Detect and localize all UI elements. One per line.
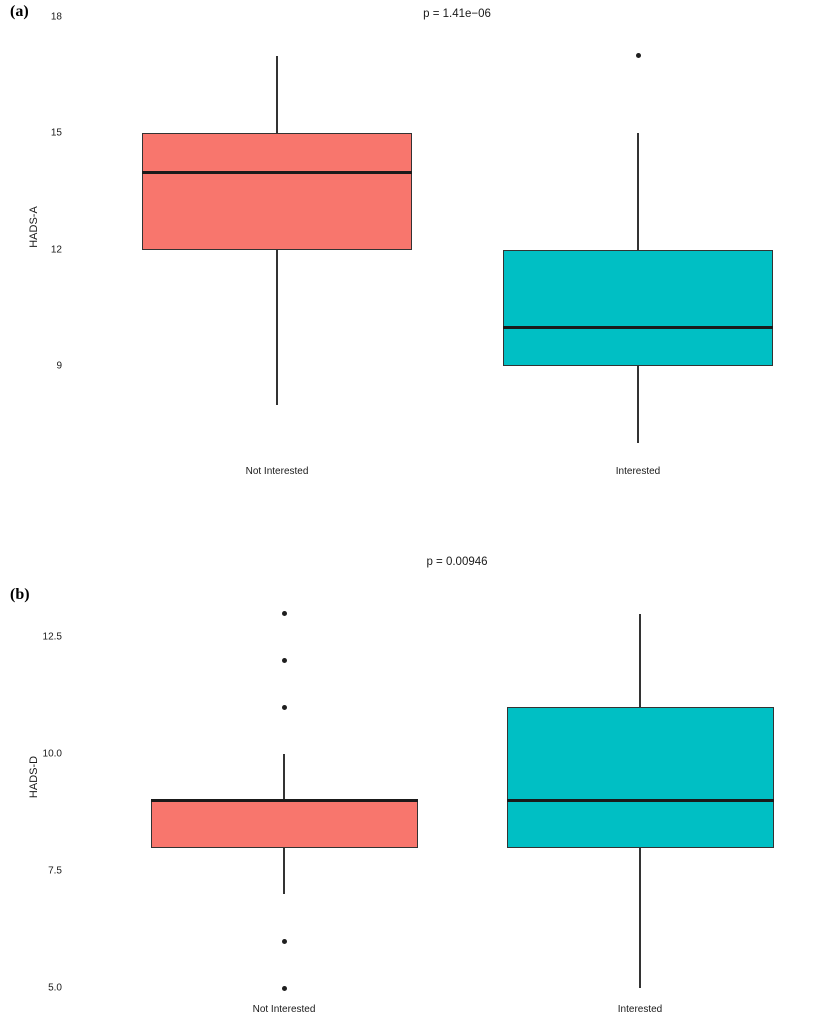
- boxplot-box: [150, 800, 418, 848]
- y-tick-label: 12: [50, 244, 62, 256]
- panel-a-y-axis-label: HADS-A: [28, 206, 40, 248]
- panel-b-pvalue-title: p = 0.00946: [426, 556, 488, 568]
- median-line: [503, 325, 773, 329]
- outlier-dot: [281, 657, 287, 663]
- category-label: Not Interested: [252, 1004, 316, 1015]
- panel-b-letter: (b): [10, 586, 30, 603]
- y-tick-label: 5.0: [48, 982, 62, 994]
- category-label: Not Interested: [245, 466, 309, 477]
- category-label: Interested: [617, 1004, 663, 1015]
- boxplot-box: [503, 249, 773, 366]
- outlier-dot: [635, 53, 641, 59]
- outlier-dot: [281, 704, 287, 710]
- y-tick-label: 10.0: [42, 748, 62, 760]
- median-line: [150, 799, 418, 803]
- median-line: [506, 799, 774, 803]
- median-line: [142, 170, 412, 174]
- y-tick-label: 15: [50, 127, 62, 139]
- outlier-dot: [281, 985, 287, 991]
- boxplot-box: [142, 133, 412, 250]
- category-label: Interested: [615, 466, 661, 477]
- panel-a-pvalue-title: p = 1.41e−06: [423, 8, 491, 20]
- y-tick-label: 7.5: [48, 865, 62, 877]
- y-tick-label: 9: [56, 360, 62, 372]
- y-tick-label: 12.5: [42, 631, 62, 643]
- outlier-dot: [281, 938, 287, 944]
- outlier-dot: [281, 611, 287, 617]
- panel-a-letter: (a): [10, 3, 29, 20]
- boxplot-box: [506, 707, 774, 848]
- y-tick-label: 18: [50, 11, 62, 23]
- panel-b-y-axis-label: HADS-D: [28, 755, 40, 799]
